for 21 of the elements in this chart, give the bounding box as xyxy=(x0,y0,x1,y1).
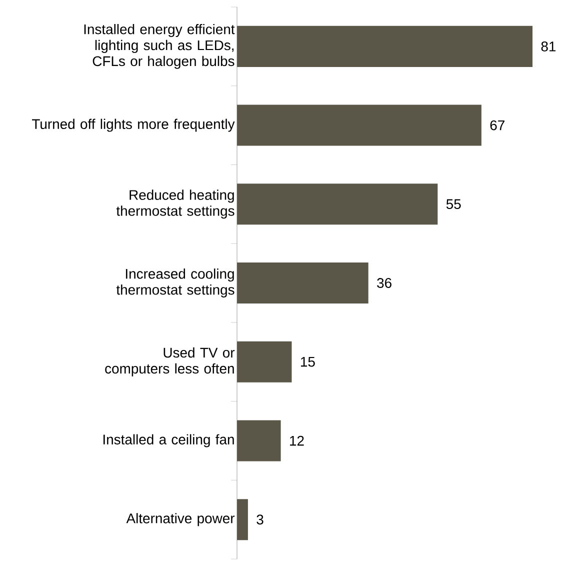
bar xyxy=(237,420,281,462)
data-label: 15 xyxy=(300,357,315,367)
y-tick-label: Installed energy efficient lighting such as LEDs, CFLs or halogen bulbs xyxy=(84,24,235,69)
bar xyxy=(237,341,292,382)
y-tick-label: Installed a ceiling fan xyxy=(103,434,234,448)
y-tick-label: Turned off lights more frequently xyxy=(32,118,235,132)
data-label: 81 xyxy=(541,41,556,52)
data-label: 36 xyxy=(377,278,392,288)
y-tick-label: Reduced heating thermostat settings xyxy=(116,190,234,219)
data-label: 67 xyxy=(490,120,504,130)
data-label: 55 xyxy=(446,199,461,210)
y-tick-label: Increased cooling thermostat settings xyxy=(116,268,234,298)
y-tick-label: Alternative power xyxy=(126,513,235,526)
bar xyxy=(237,184,438,225)
bar xyxy=(237,499,248,540)
bar xyxy=(237,262,368,304)
bar xyxy=(237,26,532,67)
data-label: 3 xyxy=(256,514,264,525)
data-label: 12 xyxy=(290,436,304,446)
bar xyxy=(237,104,482,146)
y-tick-label: Used TV or computers less often xyxy=(105,347,235,376)
